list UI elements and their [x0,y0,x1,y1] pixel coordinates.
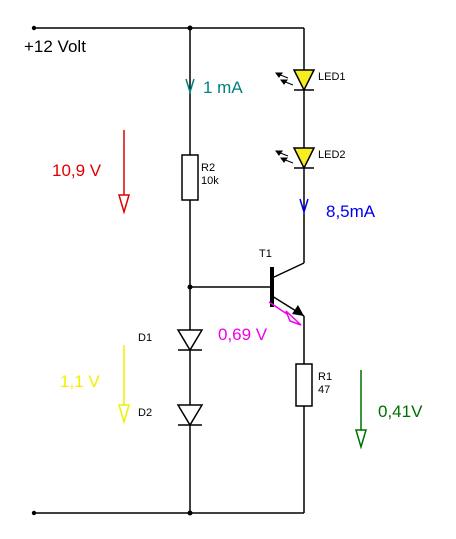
led2-symbol [275,147,316,170]
led2-label: LED2 [318,149,346,161]
voltage-r1-arrow [354,370,368,450]
current-led-label: 8,5mA [326,202,376,221]
d1-label: D1 [138,332,152,344]
resistor-r2 [181,154,199,201]
supply-label: +12 Volt [24,37,86,56]
node-bottom-left [31,510,37,516]
led1-label: LED1 [318,71,346,83]
node-base [187,284,193,290]
current-r2-label: 1 mA [203,78,243,97]
nodes [31,25,193,516]
voltage-r1-label: 0,41V [378,402,423,421]
node-top-left [31,25,37,31]
r2-ref-label: R2 [201,162,215,174]
led1-symbol [275,69,316,92]
current-r2-arrow [185,78,195,95]
node-bottom-d2 [187,510,193,516]
r2-value-label: 10k [201,175,219,187]
voltage-diodes-label: 1,1 V [60,372,100,391]
diode-d2 [176,404,204,427]
voltage-be-arrow [268,301,302,326]
emitter-arrow [292,305,304,316]
node-top-r2 [187,25,193,31]
r1-ref-label: R1 [318,371,332,383]
led2-emission-arrows [275,150,294,164]
wires [34,27,305,514]
transistor-t1 [270,262,305,317]
voltage-be-label: 0,69 V [218,325,268,344]
led1-emission-arrows [275,72,294,86]
current-led-arrow [299,198,309,215]
diode-d1 [176,329,204,352]
voltage-r2-arrow [117,130,131,215]
d2-label: D2 [138,407,152,419]
r1-value-label: 47 [318,384,330,396]
t1-label: T1 [259,248,272,260]
voltage-r2-label: 10,9 V [52,161,102,180]
voltage-diodes-arrow [117,345,131,425]
resistor-r1 [295,363,313,407]
